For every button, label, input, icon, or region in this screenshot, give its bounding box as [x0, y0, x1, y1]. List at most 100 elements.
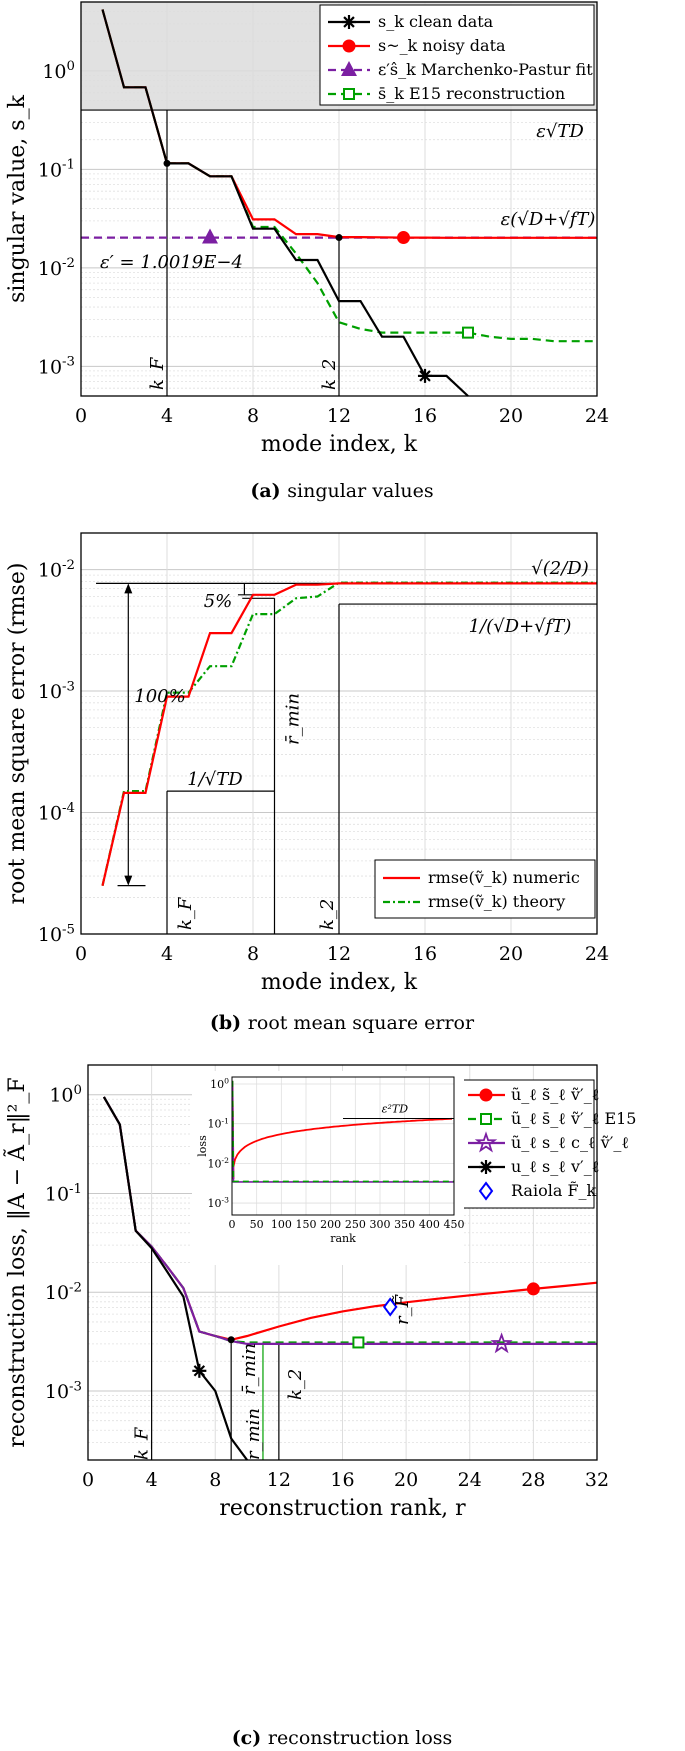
legend-marker	[478, 1181, 494, 1201]
inset-e15-line	[231, 1080, 454, 1183]
legend-entry: rmse(ṽ_k) theory	[428, 892, 565, 911]
legend-marker	[343, 88, 355, 100]
legend-entry: ũ_ℓ s̃_ℓ ṽ′_ℓ	[511, 1085, 600, 1104]
inset-x-tick: 200	[320, 1218, 341, 1231]
plot-frame	[80, 1, 598, 397]
legend-entry: Raiola F̃_k	[511, 1181, 597, 1200]
series-marker	[397, 231, 410, 245]
series-marker	[202, 228, 218, 244]
y-tick-label: 100	[49, 1083, 82, 1107]
annotation-eps-prime: ε′ = 1.0019E−4	[100, 252, 243, 273]
series-line	[102, 1096, 248, 1461]
asterisk-stroke	[419, 370, 431, 382]
x-tick-label: 28	[521, 1469, 545, 1491]
y-axis-label: singular value, s_k	[5, 94, 30, 302]
legend-marker	[341, 61, 357, 76]
annotation-sqrt2d: √(2/D)	[531, 558, 588, 579]
caption-a: (a) singular values	[250, 480, 433, 502]
panel-b: 0 4 8 12 16 20 24 10-5 10-4 10-3 10-2 √(2/D) 1/(√D+√…	[38, 532, 609, 965]
y-tick-label: 10-1	[38, 158, 75, 182]
x-tick-label: 24	[585, 405, 609, 427]
inset-frame	[231, 1076, 455, 1216]
inset-y-tick: 10-3	[208, 1196, 230, 1210]
inset-x-tick: 350	[394, 1218, 415, 1231]
plot-frame	[80, 532, 598, 935]
x-tick-label: 16	[413, 943, 437, 965]
legend-entry: ũ_ℓ s̄_ℓ ṽ′_ℓ E15	[511, 1109, 636, 1128]
series-line	[102, 1096, 597, 1346]
y-tick-label: 10-2	[38, 256, 75, 280]
x-axis-label: mode index, k	[261, 970, 418, 995]
annotation-kF: k_F	[147, 356, 168, 390]
x-tick-label: 0	[82, 1469, 94, 1491]
annotation-k2: k_2	[285, 1369, 306, 1400]
panel-a: 0 4 8 12 16 20 24 10-3 10-2 10-1 100 ε√TD ε(√D+√fT) ε…	[38, 1, 609, 427]
x-tick-label: 0	[75, 943, 87, 965]
annotation-eps-sqrt-td: ε√TD	[536, 121, 584, 142]
legend-entry: ũ_ℓ s_ℓ c_ℓ ṽ′_ℓ	[511, 1133, 629, 1152]
annotation-kF: k_F	[132, 1426, 153, 1460]
annotation-pct5: 5%	[204, 591, 233, 612]
x-tick-label: 4	[161, 943, 173, 965]
series-line	[101, 9, 469, 397]
inset-x-tick: 300	[370, 1218, 391, 1231]
legend-marker	[479, 1160, 493, 1174]
inset-y-tick: 10-1	[208, 1116, 230, 1130]
x-tick-label: 32	[585, 1469, 609, 1491]
series-marker	[462, 326, 474, 339]
y-axis-label: root mean square error (rmse)	[5, 563, 30, 905]
legend-a: s_k clean data s~_k noisy data ε′ŝ_k March…	[319, 4, 595, 106]
legend-entry: s̄_k E15 reconstruction	[378, 84, 565, 103]
x-tick-label: 8	[247, 405, 259, 427]
x-tick-label: 20	[499, 943, 523, 965]
y-tick-label: 10-4	[38, 801, 75, 825]
inset-x-tick: 50	[250, 1218, 264, 1231]
legend-entry: ε′ŝ_k Marchenko-Pastur fit	[378, 60, 593, 79]
x-tick-label: 20	[394, 1469, 418, 1491]
y-tick-label: 10-3	[38, 355, 75, 379]
inset-x-tick: 150	[296, 1218, 317, 1231]
inset-x-tick: 100	[271, 1218, 292, 1231]
x-axis-label: reconstruction rank, r	[219, 1496, 466, 1521]
legend-marker	[474, 1131, 498, 1153]
series-line	[101, 582, 597, 886]
inset-x-tick: 450	[444, 1218, 465, 1231]
series-marker	[352, 1336, 365, 1349]
k2-dot	[335, 234, 343, 242]
annotation-inv-sum: 1/(√D+√fT)	[469, 616, 572, 637]
legend-entry: u_ℓ s_ℓ v′_ℓ	[511, 1157, 600, 1176]
annotation-k2: k_2	[317, 899, 338, 930]
x-tick-label: 4	[146, 1469, 158, 1491]
x-tick-label: 12	[327, 943, 351, 965]
annotation-inv-td: 1/√TD	[187, 769, 243, 790]
annotation-rmin-bar: r̄_min	[239, 1343, 260, 1395]
y-tick-label: 10-3	[45, 1379, 82, 1403]
x-tick-label: 16	[413, 405, 437, 427]
x-tick-label: 16	[330, 1469, 354, 1491]
y-axis-label: reconstruction loss, ‖A − Ã_r‖²_F	[2, 1077, 30, 1447]
x-tick-label: 8	[247, 943, 259, 965]
arrowhead	[124, 875, 133, 886]
inset-x-tick: 0	[229, 1218, 236, 1231]
caption-b: (b) root mean square error	[210, 1012, 475, 1034]
inset-noisy-line	[231, 1080, 453, 1180]
annotation-k2: k_2	[319, 359, 340, 390]
rmin-dot	[227, 1336, 235, 1344]
y-tick-label: 10-5	[38, 922, 75, 946]
asterisk-stroke	[193, 1365, 206, 1377]
x-tick-label: 20	[499, 405, 523, 427]
annotation-rmin: r̄_min	[283, 693, 304, 745]
inset-plot: 0 50 100 150 200 250 300 350 400 450 10-3 10-2 10-1 1…	[192, 1071, 465, 1265]
inset-y-label: loss	[196, 1135, 209, 1157]
legend-c: ũ_ℓ s̃_ℓ ṽ′_ℓ ũ_ℓ s̄_ℓ ṽ′_ℓ E15 ũ_ℓ s_ℓ c_…	[461, 1079, 636, 1209]
inset-bg	[192, 1071, 464, 1265]
asterisk-stroke	[480, 1161, 492, 1173]
inset-x-label: rank	[330, 1232, 356, 1245]
x-tick-label: 12	[267, 1469, 291, 1491]
x-axis-label: mode index, k	[261, 432, 418, 457]
legend-b: rmse(ṽ_k) numeric rmse(ṽ_k) theory	[374, 859, 596, 919]
legend-marker	[342, 39, 356, 53]
caption-c: (c) reconstruction loss	[232, 1727, 453, 1749]
legend-marker	[480, 1113, 492, 1125]
